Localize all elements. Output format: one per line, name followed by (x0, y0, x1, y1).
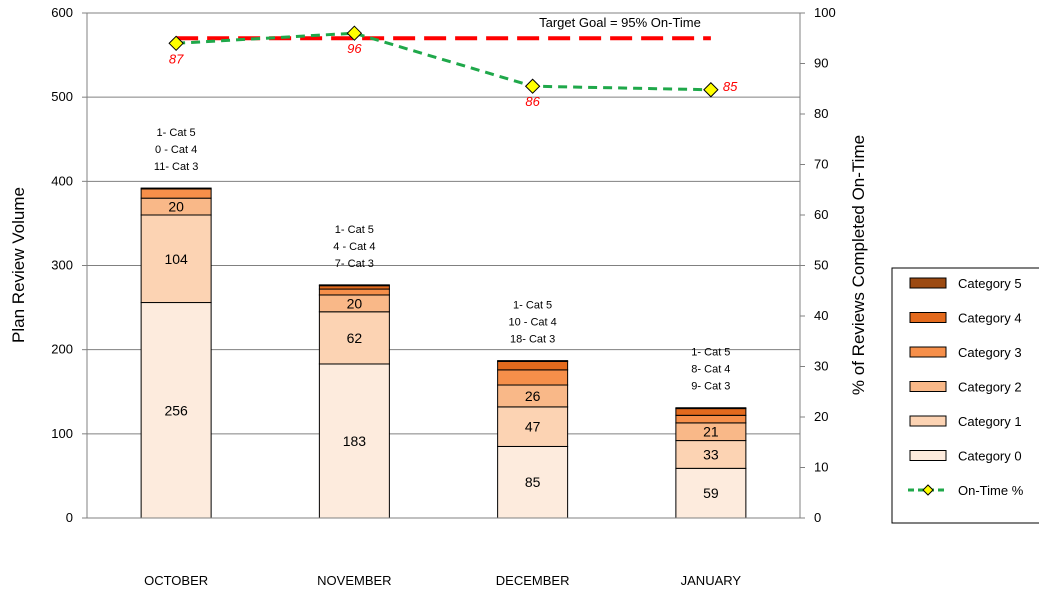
category-note: 1- Cat 5 (157, 127, 196, 139)
on-time-value-label: 85 (723, 79, 738, 94)
y2-tick-label: 20 (814, 409, 828, 424)
legend: Category 5 Category 4 Category 3 Category 2… (891, 267, 1039, 524)
bar-segment-label: 85 (525, 474, 541, 490)
legend-swatch (909, 450, 947, 461)
bar-segment-label: 47 (525, 419, 541, 435)
y2-tick-label: 70 (814, 157, 828, 172)
y-tick-label: 300 (51, 258, 73, 273)
y-tick-label: 100 (51, 426, 73, 441)
legend-swatch (909, 312, 947, 323)
on-time-value-label: 86 (525, 94, 540, 109)
category-notes: 1- Cat 5 0 - Cat 4 11- Cat 3 1- Cat 5 4 - Ca… (154, 127, 731, 393)
x-tick-label: OCTOBER (144, 573, 208, 588)
legend-swatch (909, 415, 947, 427)
bar-segment (675, 414, 747, 424)
bar-segment (318, 285, 390, 290)
x-tick-label: JANUARY (681, 573, 742, 588)
bar-segment (140, 214, 212, 304)
legend-label: On-Time % (958, 483, 1024, 498)
bar-segment (497, 360, 569, 371)
bar-segment (497, 360, 569, 362)
legend-box (891, 267, 1039, 524)
legend-swatch (909, 277, 947, 289)
stacked-bars: 256 104 20 183 62 20 85 47 26 59 33 21 (140, 187, 747, 519)
y2-tick-label: 0 (814, 510, 821, 525)
bar-segment-label: 256 (164, 402, 188, 418)
y2-tick-label: 30 (814, 359, 828, 374)
legend-label: Category 1 (958, 414, 1022, 429)
x-tick-label: NOVEMBER (317, 573, 391, 588)
bar-segment-label: 104 (164, 251, 188, 267)
bar-segment (318, 284, 390, 287)
category-note: 8- Cat 4 (691, 364, 730, 376)
y2-tick-label: 50 (814, 258, 828, 273)
y2-tick-label: 80 (814, 106, 828, 121)
legend-label: Category 3 (958, 345, 1022, 360)
bar-segment (675, 407, 747, 410)
on-time-marker (524, 78, 541, 94)
category-note: 1- Cat 5 (691, 347, 730, 359)
bar-segment (140, 188, 212, 199)
category-note: 4 - Cat 4 (333, 241, 375, 253)
bar-segment-label: 62 (347, 330, 363, 346)
bar-segment-label: 26 (525, 388, 541, 404)
bar-segment-label: 21 (703, 424, 719, 440)
legend-label: Category 4 (958, 311, 1022, 326)
y2-tick-label: 90 (814, 56, 828, 71)
category-note: 9- Cat 3 (691, 381, 730, 393)
y-tick-label: 200 (51, 342, 73, 357)
on-time-value-label: 96 (347, 41, 362, 56)
y2-axis-title: % of Reviews Completed On-Time (849, 135, 868, 395)
bar-segment (497, 406, 569, 447)
legend-swatch (909, 381, 947, 392)
legend-label: Category 0 (958, 449, 1022, 464)
x-tick-label: DECEMBER (496, 573, 570, 588)
y-tick-label: 0 (66, 510, 73, 525)
y-tick-label: 600 (51, 5, 73, 20)
category-note: 11- Cat 3 (154, 161, 198, 173)
legend-label: Category 5 (958, 276, 1022, 291)
tick-labels: 0 100 200 300 400 500 600 0 10 20 30 40 50 60 70 80 90 10… (51, 5, 835, 588)
category-note: 7- Cat 3 (335, 258, 374, 270)
y-tick-label: 400 (51, 173, 73, 188)
legend-marker-swatch (922, 484, 934, 496)
bar-segment-label: 33 (703, 446, 719, 462)
y-axis-title: Plan Review Volume (9, 187, 28, 343)
category-note: 1- Cat 5 (335, 224, 374, 236)
on-time-marker (346, 25, 363, 41)
bar-segment (675, 440, 747, 469)
y-tick-label: 500 (51, 89, 73, 104)
on-time-value-label: 87 (169, 51, 184, 66)
category-note: 10 - Cat 4 (508, 317, 556, 329)
bar-segment (318, 311, 390, 365)
target-goal-label: Target Goal = 95% On-Time (539, 15, 701, 30)
legend-swatch (909, 346, 947, 358)
on-time-series: 87 96 86 85 (168, 25, 738, 109)
on-time-marker (168, 35, 184, 52)
bar-segment-label: 183 (343, 433, 367, 449)
bar-segment (675, 408, 747, 416)
category-note: 0 - Cat 4 (155, 144, 197, 156)
bar-segment (497, 369, 569, 386)
y2-tick-label: 10 (814, 460, 828, 475)
category-note: 18- Cat 3 (510, 334, 555, 346)
bar-segment-label: 59 (703, 485, 719, 501)
y2-tick-label: 60 (814, 207, 828, 222)
bar-segment (140, 187, 212, 190)
bar-segment-label: 20 (347, 295, 363, 311)
axes (82, 12, 805, 519)
on-time-marker (703, 82, 719, 98)
category-note: 1- Cat 5 (513, 300, 552, 312)
y2-tick-label: 40 (814, 308, 828, 323)
on-time-line (176, 31, 711, 92)
legend-label: Category 2 (958, 380, 1022, 395)
y2-tick-label: 100 (814, 5, 836, 20)
bar-segment-label: 20 (168, 199, 184, 215)
bar-segment (318, 288, 390, 296)
